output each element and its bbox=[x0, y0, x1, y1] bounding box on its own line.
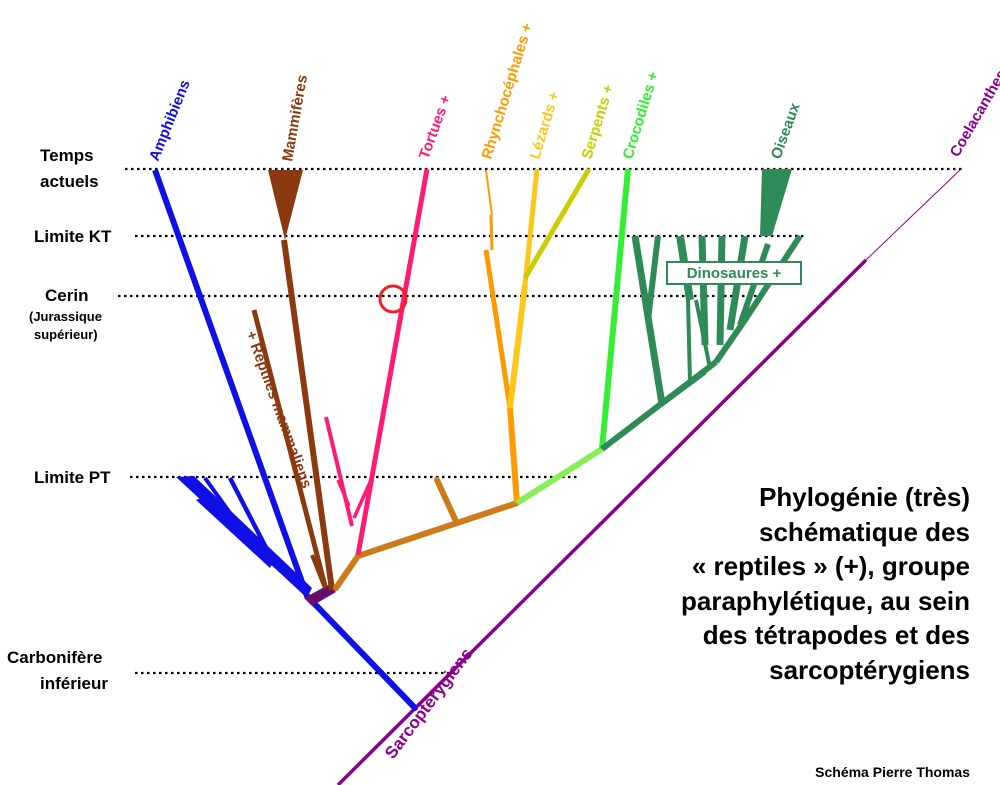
coelacanthes-label: Coelacanthes bbox=[947, 67, 1000, 160]
cerin-label: Cerin bbox=[45, 286, 88, 305]
dinosaurs-label: Dinosaures + bbox=[666, 261, 802, 285]
pt-label: Limite PT bbox=[34, 468, 111, 487]
serpents-label: Serpents + bbox=[579, 82, 618, 161]
cerin-marker bbox=[378, 284, 408, 314]
rhyncho-label: Rhynchocéphales + bbox=[479, 21, 537, 161]
reptile-stem bbox=[333, 477, 520, 591]
turtle-branch bbox=[324, 168, 430, 556]
amphibiens-label: Amphibiens bbox=[146, 78, 194, 164]
title-line: Phylogénie (très) bbox=[759, 482, 970, 512]
archosaur-branch bbox=[515, 168, 718, 506]
carbon-label: Carbonifère bbox=[7, 648, 102, 667]
title-line: des tétrapodes et des bbox=[702, 620, 970, 650]
author-credit: Schéma Pierre Thomas bbox=[815, 764, 970, 780]
diagram-title: Phylogénie (très) schématique des « rept… bbox=[600, 480, 970, 687]
oiseaux-label: Oiseaux bbox=[768, 100, 804, 161]
sarcopterygiens-label: Sarcoptérygiens bbox=[381, 645, 476, 763]
amphibian-branch bbox=[152, 168, 418, 711]
reptiles-mammaliens-label: + Reptiles mammaliens bbox=[242, 329, 315, 491]
crocodiles-label: Crocodiles + bbox=[620, 69, 663, 161]
mammal-branch bbox=[251, 170, 335, 591]
title-line: sarcoptérygiens bbox=[769, 654, 970, 685]
present-label-2: actuels bbox=[40, 172, 99, 191]
tortues-label: Tortues + bbox=[416, 93, 455, 162]
title-line: paraphylétique, au sein bbox=[681, 585, 970, 616]
lezards-label: Lézards + bbox=[527, 89, 564, 161]
cerin-sub-1: (Jurassique bbox=[29, 309, 102, 324]
present-label: Temps bbox=[40, 146, 94, 165]
dinosaur-branch bbox=[631, 169, 803, 407]
kt-label: Limite KT bbox=[34, 227, 112, 246]
title-line: schématique des bbox=[759, 516, 970, 547]
mammiferes-label: Mammifères bbox=[279, 74, 311, 163]
sarcopterygian-branch bbox=[336, 169, 961, 785]
lepidosaur-branch bbox=[483, 167, 592, 504]
amniote-node bbox=[304, 584, 336, 606]
carbon-label-2: inférieur bbox=[40, 674, 108, 693]
svg-text:Dinosaures +: Dinosaures + bbox=[687, 265, 782, 282]
title-line: « reptiles » (+), groupe bbox=[691, 551, 970, 581]
cerin-sub-2: supérieur) bbox=[34, 327, 98, 342]
